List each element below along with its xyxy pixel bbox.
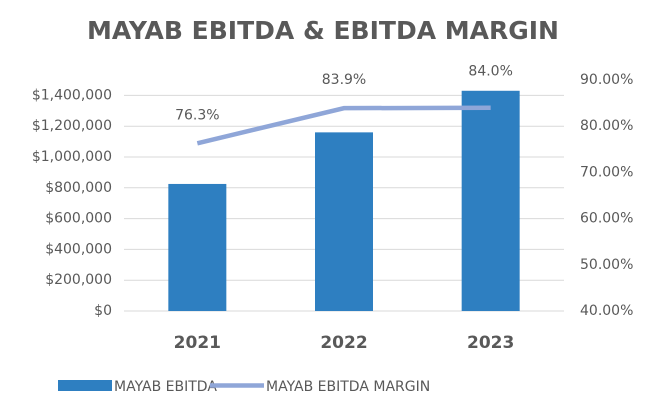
y-tick-label: $1,200,000 <box>32 118 112 134</box>
data-label: 76.3% <box>175 107 219 123</box>
bar <box>168 183 227 311</box>
data-label: 83.9% <box>322 72 366 88</box>
y2-tick-label: 80.00% <box>580 118 633 134</box>
y-tick-label: $400,000 <box>45 241 112 257</box>
y2-tick-label: 90.00% <box>580 72 633 88</box>
x-tick-label: 2023 <box>467 333 514 353</box>
chart-title: MAYAB EBITDA & EBITDA MARGIN <box>87 16 559 45</box>
y-tick-label: $600,000 <box>45 211 112 227</box>
y-tick-label: $1,000,000 <box>32 149 112 165</box>
legend-label: MAYAB EBITDA MARGIN <box>266 379 430 395</box>
line <box>196 105 491 146</box>
y-tick-label: $200,000 <box>45 272 112 288</box>
bar <box>315 132 373 311</box>
y2-tick-label: 40.00% <box>580 303 633 319</box>
data-label: 84.0% <box>468 64 512 80</box>
y-tick-label: $800,000 <box>45 180 112 196</box>
legend-label: MAYAB EBITDA <box>114 379 217 395</box>
legend-swatch <box>58 380 112 391</box>
y2-tick-label: 50.00% <box>580 257 633 273</box>
bar <box>461 90 520 311</box>
y2-tick-label: 60.00% <box>580 211 633 227</box>
y-tick-label: $1,400,000 <box>32 87 112 103</box>
x-tick-label: 2021 <box>174 333 221 353</box>
y2-tick-label: 70.00% <box>580 164 633 180</box>
x-tick-label: 2022 <box>320 333 367 353</box>
y-tick-label: $0 <box>94 303 112 319</box>
